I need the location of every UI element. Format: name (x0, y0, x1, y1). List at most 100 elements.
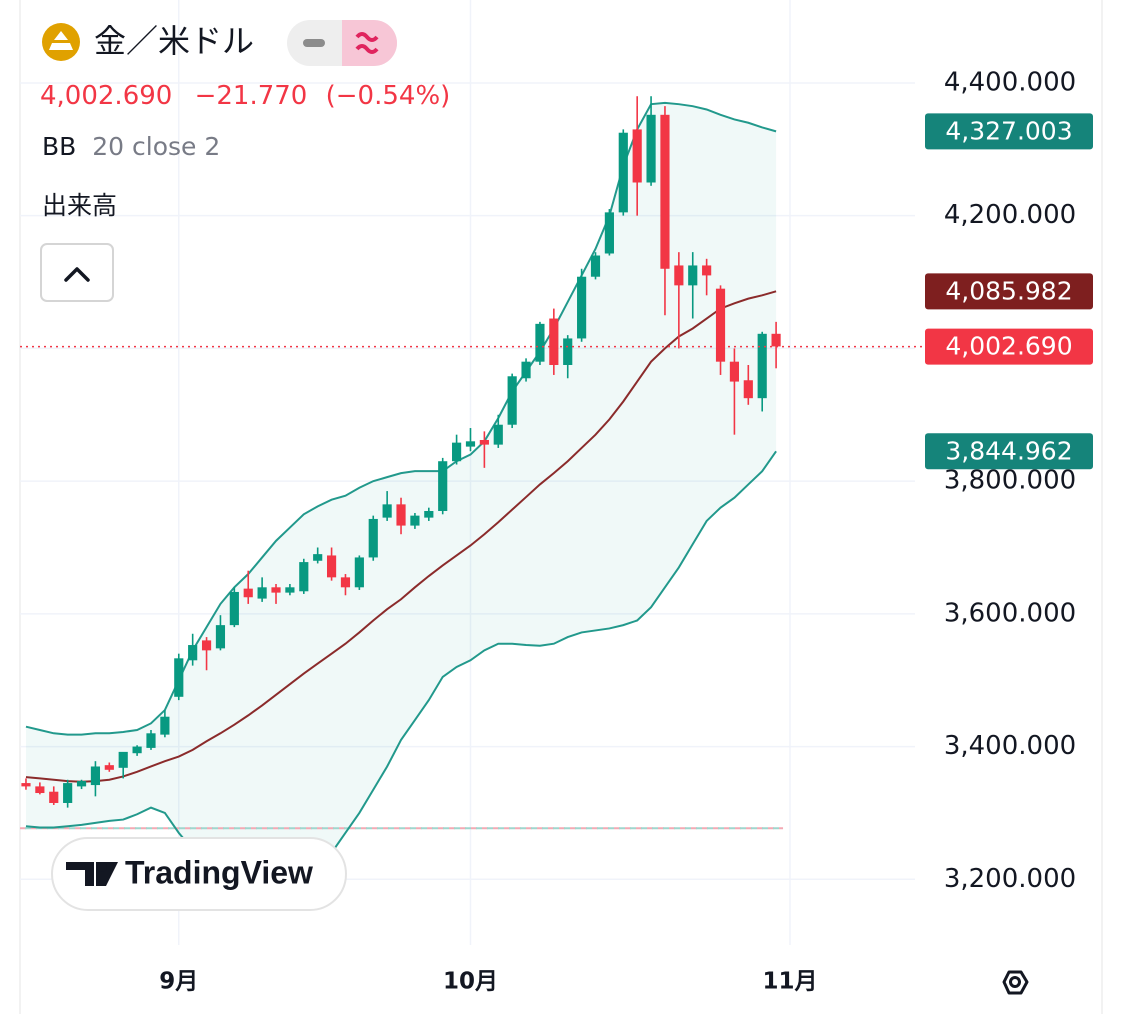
price-label-box (925, 433, 1093, 470)
candle-body (90, 766, 101, 786)
y-tick-label: 4,400.000 (944, 67, 1076, 97)
band-line (25, 450, 777, 887)
candle-body (590, 255, 601, 277)
candle-body (76, 781, 87, 787)
price-label: 4,002.690 (945, 332, 1072, 361)
candle-body (660, 114, 670, 269)
candle-body (188, 645, 198, 661)
candle-body (160, 716, 170, 735)
candle-body (577, 276, 587, 339)
x-tick-label: 9月 (159, 969, 198, 995)
y-tick-label: 3,600.000 (944, 598, 1076, 628)
symbol-title: 金／米ドル (94, 22, 254, 60)
change: −21.770 (195, 81, 308, 111)
candle-body (771, 333, 781, 347)
overlay: 金／米ドル 4,002.690 −21.770 (−0.54%) BB 20 c… (40, 20, 1029, 995)
candle-body (229, 591, 239, 626)
candle-body (410, 515, 420, 526)
candle-body (618, 132, 628, 213)
candle-body (146, 733, 156, 748)
candle-body (368, 518, 378, 558)
volume-legend: 出来高 (42, 191, 117, 220)
collapse-button[interactable] (40, 243, 114, 302)
candle-body (104, 765, 114, 770)
candle-body (424, 510, 434, 518)
y-tick-label: 3,200.000 (944, 864, 1076, 894)
candle-body (507, 376, 517, 425)
candle-body (382, 504, 392, 518)
candle-body (702, 265, 712, 276)
price-label-box (925, 328, 1093, 365)
chevron-up (64, 267, 90, 282)
candle-body (174, 658, 184, 697)
candle-body (729, 361, 740, 382)
candle-body (285, 587, 295, 593)
tv-logo-dot (97, 862, 107, 872)
x-tick-label: 10月 (443, 969, 498, 995)
candle-body (132, 746, 142, 754)
candle-body (243, 588, 253, 598)
candle-body (452, 442, 462, 462)
indicator-name: BB (42, 132, 76, 161)
collapse-box[interactable] (40, 243, 114, 302)
candle-body (549, 318, 559, 365)
toggle[interactable] (287, 20, 397, 66)
watermark-text: TradingView (125, 854, 313, 890)
y-tick-label: 4,200.000 (944, 200, 1076, 230)
candle-body (715, 288, 726, 362)
watermark[interactable]: TradingView (51, 837, 347, 911)
price-label: 4,327.003 (945, 116, 1072, 145)
candle-body (49, 791, 59, 803)
indicator-params: 20 close 2 (92, 132, 220, 161)
candle-body (438, 461, 448, 511)
candle-body (257, 587, 267, 599)
price-label: 4,085.982 (945, 276, 1072, 305)
candle-body (493, 424, 503, 445)
toggle-active[interactable] (342, 20, 397, 66)
candle-body (757, 333, 767, 399)
price-label-box (925, 273, 1093, 310)
coin-glyph (49, 31, 73, 50)
indicator-legend: BB 20 close 2 (42, 132, 220, 161)
minus-icon (303, 39, 325, 47)
candle-body (118, 751, 128, 768)
candle-body (688, 265, 698, 286)
candle-body (465, 441, 476, 447)
candle-body (604, 212, 614, 254)
settings-button[interactable] (1002, 970, 1029, 995)
candle-body (215, 625, 226, 649)
y-tick-label: 3,800.000 (944, 466, 1076, 496)
hexagon-dot (1009, 976, 1021, 988)
change-pct: (−0.54%) (326, 81, 451, 111)
x-tick-label: 11月 (762, 969, 817, 995)
last-price: 4,002.690 (40, 81, 172, 111)
candle-body (299, 562, 309, 592)
candle-body (396, 504, 406, 526)
candle-body (340, 577, 351, 588)
price-label: 3,844.962 (945, 436, 1072, 465)
candle-body (313, 554, 323, 561)
quote: 4,002.690 −21.770 (−0.54%) (40, 81, 450, 111)
candle-body (535, 323, 545, 362)
wave-icon (355, 32, 379, 54)
candle-body (674, 265, 684, 286)
band-fill (25, 102, 777, 886)
hexagon-icon[interactable] (1002, 970, 1029, 995)
y-tick-label: 3,400.000 (944, 731, 1076, 761)
candle-body (563, 338, 573, 365)
candle-body (201, 640, 212, 651)
candle-body (271, 587, 281, 593)
watermark-pill[interactable] (51, 837, 347, 911)
candle-body (63, 783, 73, 803)
candle-body (521, 361, 531, 379)
candle-body (479, 439, 489, 445)
candle-body (21, 783, 31, 787)
price-label-box (925, 113, 1093, 150)
candle-body (632, 129, 642, 183)
candle-body (646, 114, 656, 183)
band-line (25, 290, 777, 783)
coin (42, 23, 80, 61)
symbol-icon (42, 23, 80, 61)
